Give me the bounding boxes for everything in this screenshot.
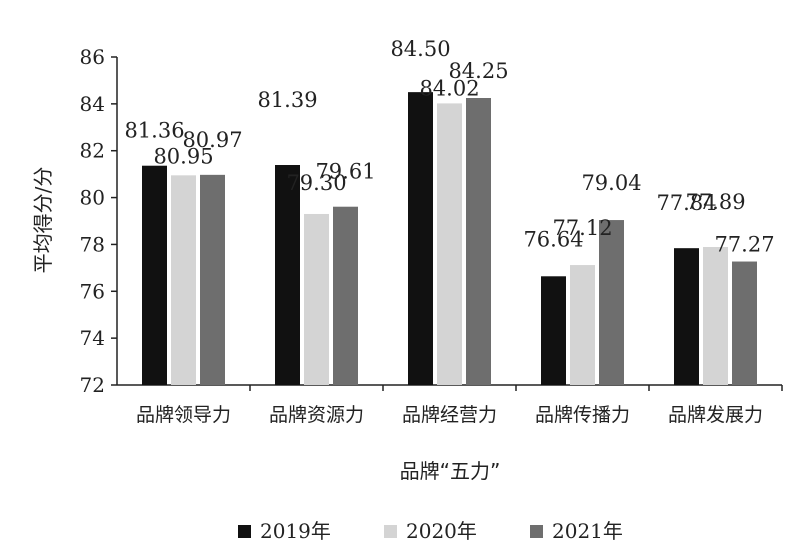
data-label: 81.36 bbox=[124, 119, 184, 143]
bar bbox=[732, 261, 757, 385]
bar bbox=[275, 165, 300, 385]
bar bbox=[142, 165, 167, 385]
legend-label: 2021年 bbox=[552, 519, 623, 543]
bar bbox=[570, 265, 595, 385]
category-label: 品牌发展力 bbox=[668, 404, 763, 426]
bar bbox=[437, 103, 462, 385]
x-axis-title: 品牌“五力” bbox=[400, 459, 501, 483]
bar bbox=[200, 174, 225, 385]
data-label: 84.02 bbox=[419, 76, 479, 100]
data-label: 80.95 bbox=[153, 144, 213, 168]
category-label: 品牌领导力 bbox=[136, 404, 231, 426]
y-tick-label: 78 bbox=[80, 232, 105, 256]
y-tick-label: 84 bbox=[80, 92, 105, 116]
bar bbox=[408, 92, 433, 386]
data-label: 77.27 bbox=[714, 233, 774, 257]
y-axis-title: 平均得分/分 bbox=[31, 167, 55, 274]
y-tick-label: 82 bbox=[80, 139, 105, 163]
legend: 2019年 2020年 2021年 bbox=[238, 519, 623, 543]
bar bbox=[599, 220, 624, 385]
y-tick-label: 72 bbox=[80, 373, 105, 397]
bars bbox=[142, 92, 757, 386]
y-tick-label: 74 bbox=[80, 326, 105, 350]
data-label: 84.25 bbox=[448, 59, 508, 83]
category-labels: 品牌领导力 品牌资源力 品牌经营力 品牌传播力 品牌发展力 bbox=[136, 404, 763, 426]
data-label: 79.61 bbox=[315, 160, 375, 184]
category-label: 品牌资源力 bbox=[269, 404, 364, 426]
bar bbox=[703, 247, 728, 385]
data-label: 77.84 bbox=[656, 191, 716, 215]
data-label: 84.50 bbox=[390, 37, 450, 61]
category-label: 品牌经营力 bbox=[402, 404, 497, 426]
bar bbox=[674, 248, 699, 385]
data-label: 81.39 bbox=[257, 88, 317, 112]
y-tick-label: 86 bbox=[80, 45, 105, 69]
y-tick-label: 80 bbox=[80, 186, 105, 210]
data-label: 77.89 bbox=[685, 190, 745, 214]
legend-swatch bbox=[238, 525, 251, 538]
legend-swatch bbox=[530, 525, 543, 538]
legend-label: 2020年 bbox=[406, 519, 477, 543]
category-label: 品牌传播力 bbox=[535, 404, 630, 426]
bar bbox=[304, 213, 329, 385]
data-label: 80.97 bbox=[182, 128, 242, 152]
bar bbox=[171, 175, 196, 385]
axes: 72 74 76 78 80 82 84 86 bbox=[80, 45, 783, 397]
legend-label: 2019年 bbox=[260, 519, 331, 543]
bar bbox=[333, 206, 358, 385]
legend-swatch bbox=[384, 525, 397, 538]
data-label: 79.30 bbox=[286, 171, 346, 195]
data-label: 77.12 bbox=[552, 216, 612, 240]
data-label: 79.04 bbox=[581, 171, 641, 195]
bar bbox=[466, 98, 491, 385]
y-tick-label: 76 bbox=[80, 279, 105, 303]
bar bbox=[541, 276, 566, 385]
data-label: 76.64 bbox=[523, 227, 583, 251]
